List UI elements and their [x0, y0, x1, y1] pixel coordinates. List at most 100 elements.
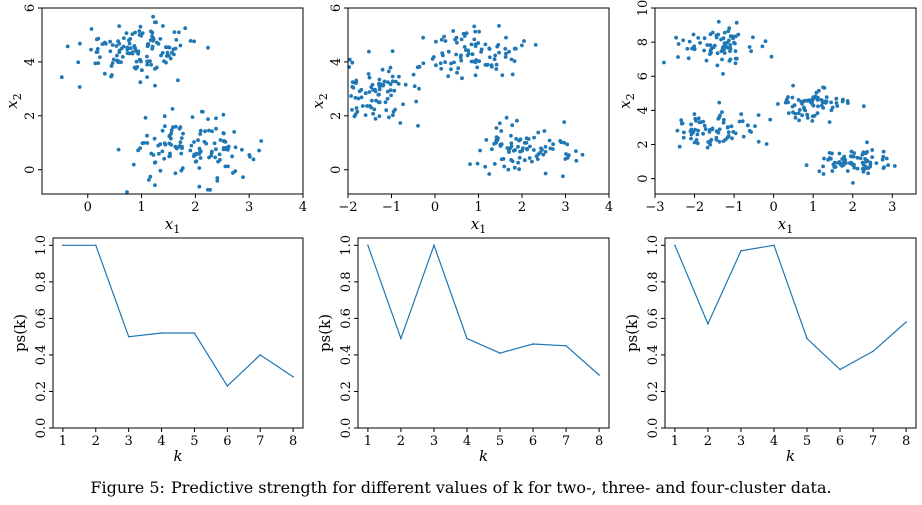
data-point [381, 83, 386, 87]
data-point [760, 44, 765, 49]
data-point [685, 46, 690, 51]
x-axis-label: k [479, 447, 488, 465]
data-point [173, 144, 178, 149]
data-point [218, 158, 222, 162]
data-point [834, 101, 839, 105]
data-point [135, 65, 140, 69]
axes-frame [664, 237, 917, 429]
data-point [840, 157, 845, 161]
data-point [451, 29, 456, 33]
data-point [484, 138, 489, 142]
data-point [681, 38, 686, 43]
data-point [536, 130, 541, 135]
x-tick-label: 0 [431, 200, 439, 215]
y-axis-label: ps(k) [11, 314, 29, 352]
data-point [189, 143, 194, 148]
scatter-points [347, 24, 585, 179]
data-point [492, 162, 497, 166]
data-point [535, 157, 540, 162]
data-point [840, 99, 845, 104]
data-point [109, 64, 114, 68]
data-point [389, 93, 393, 98]
data-point [154, 20, 159, 25]
data-point [821, 85, 825, 90]
data-point [247, 153, 252, 157]
data-point [157, 151, 161, 156]
data-point [507, 150, 511, 155]
data-point [726, 45, 730, 50]
data-point [192, 154, 196, 159]
data-point [726, 29, 731, 34]
data-point [130, 50, 135, 55]
y-axis-label: ps(k) [316, 314, 334, 352]
data-point [108, 49, 113, 54]
data-point [384, 108, 389, 112]
data-point [217, 152, 222, 157]
data-point [720, 110, 724, 114]
data-point [221, 139, 226, 144]
data-point [703, 127, 708, 132]
data-point [717, 127, 722, 132]
data-point [192, 39, 197, 44]
data-point [598, 374, 600, 376]
data-point [365, 104, 369, 108]
data-point [138, 80, 143, 85]
data-point [733, 61, 738, 66]
data-point [462, 45, 467, 49]
axes-frame [52, 237, 304, 429]
data-point [173, 124, 178, 129]
data-point [169, 136, 173, 141]
data-point [111, 57, 116, 62]
data-point [817, 169, 822, 174]
data-point [152, 160, 157, 165]
data-point [860, 166, 865, 171]
data-point [386, 69, 391, 74]
data-point [695, 132, 700, 137]
data-point [809, 100, 813, 104]
data-point [400, 337, 402, 340]
data-point [503, 46, 508, 51]
data-point [722, 30, 727, 35]
data-point [816, 104, 820, 109]
data-point [477, 59, 481, 64]
y-axis-label: x2 [309, 93, 330, 108]
data-point [417, 86, 421, 91]
data-point [102, 71, 107, 76]
data-point [59, 75, 64, 80]
data-point [178, 140, 183, 145]
data-point [674, 244, 676, 247]
data-point [386, 80, 390, 84]
data-point [539, 146, 543, 151]
x-axis-label: x1 [165, 215, 180, 236]
data-point [562, 140, 567, 145]
y-tick-label: 0.2 [339, 381, 354, 402]
data-point [151, 14, 156, 19]
data-point [502, 164, 507, 169]
data-point [701, 131, 705, 136]
data-point [692, 140, 697, 145]
data-point [729, 124, 734, 129]
data-point [357, 89, 362, 94]
data-point [800, 102, 804, 106]
data-point [526, 137, 531, 141]
data-point [730, 136, 734, 141]
data-point [561, 174, 565, 179]
data-point [194, 159, 199, 164]
data-point [433, 244, 435, 247]
data-point [443, 39, 448, 43]
data-point [851, 181, 855, 185]
data-point [487, 46, 492, 51]
data-point [100, 42, 105, 46]
data-point [515, 118, 519, 123]
data-point [230, 154, 235, 159]
y-tick-label: 8 [636, 38, 651, 46]
data-point [153, 83, 157, 88]
data-point [525, 147, 530, 152]
data-point [749, 49, 753, 54]
data-point [363, 91, 368, 96]
data-point [131, 162, 136, 167]
data-point [173, 46, 178, 51]
data-point [714, 35, 719, 40]
data-point [388, 65, 393, 70]
data-point [392, 88, 397, 93]
